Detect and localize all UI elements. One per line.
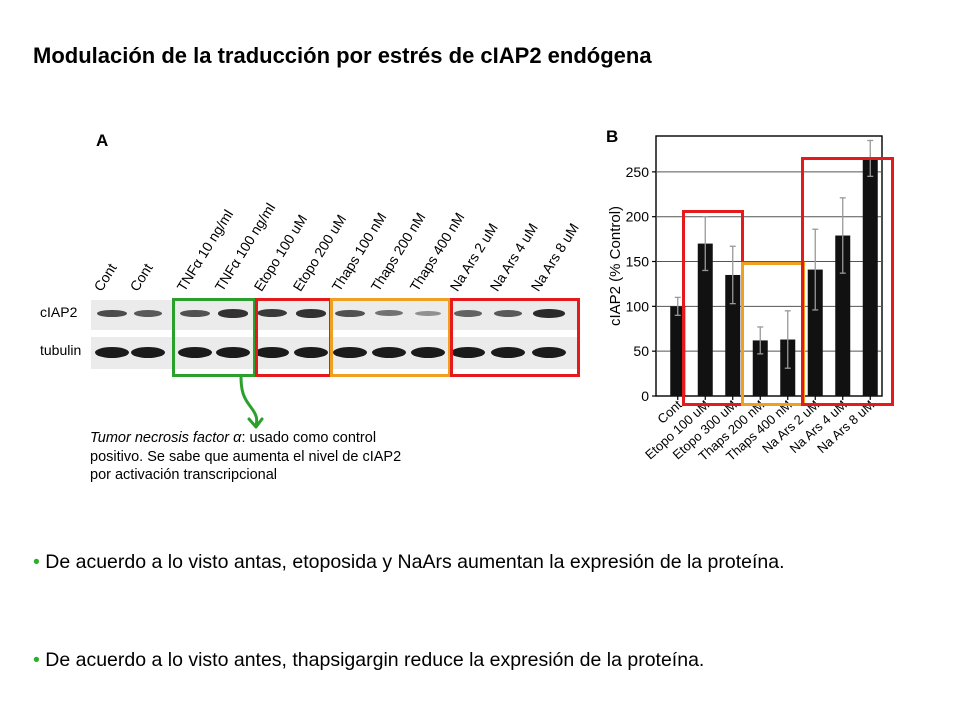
bar [807, 269, 823, 396]
y-axis-label: cIAP2 (% Control) [607, 206, 624, 326]
highlight-box-tnf [172, 298, 256, 377]
y-tick-label: 50 [633, 343, 649, 359]
highlight-box-naars [450, 298, 580, 377]
panel-b-letter: B [606, 127, 619, 146]
ciap2-band [415, 310, 441, 316]
bar [697, 243, 713, 396]
bullet-text-2: De acuerdo a lo visto antes, thapsigargi… [45, 649, 705, 671]
ciap2-band [256, 309, 288, 318]
y-tick-label: 200 [626, 209, 650, 225]
tubulin-band [411, 347, 445, 358]
bullet-marker: • [33, 551, 40, 573]
bullet-marker: • [33, 649, 40, 671]
ciap2-band [453, 309, 483, 317]
caption-tnf: Tumor necrosis factor α: usado como cont… [90, 429, 410, 485]
panel-a-letter: A [96, 131, 109, 150]
row-label-ciap2: cIAP2 [40, 304, 78, 320]
ciap2-band [295, 309, 327, 318]
ciap2-band [133, 309, 163, 317]
caption-text: : usado como control positivo. Se sabe q… [90, 430, 402, 483]
row-label-tubulin: tubulin [40, 342, 82, 358]
tubulin-band [294, 347, 328, 358]
slide-title: Modulación de la traducción por estrés d… [33, 43, 652, 68]
western-blot-tubulin [91, 337, 579, 369]
ciap2-band [217, 309, 249, 318]
y-tick-label: 0 [641, 388, 649, 404]
ciap2-band [97, 309, 127, 318]
tubulin-band [255, 347, 289, 358]
bar [835, 235, 851, 396]
tubulin-band [95, 347, 129, 358]
bullet-text-1: De acuerdo a lo visto antas, etoposida y… [45, 551, 785, 573]
arrow-icon [239, 374, 264, 429]
tubulin-band [372, 347, 406, 358]
tubulin-band [131, 347, 165, 358]
lane-label: Cont [90, 260, 120, 294]
bullet-2: • De acuerdo a lo visto antes, thapsigar… [33, 645, 913, 675]
bar [752, 340, 768, 396]
ciap2-band [180, 309, 210, 317]
lane-label: Cont [126, 260, 156, 294]
caption-italic: Tumor necrosis factor α [90, 430, 242, 446]
y-tick-label: 150 [626, 254, 650, 270]
tubulin-band [532, 347, 566, 358]
tubulin-band [491, 347, 525, 358]
highlight-box-b-thaps [741, 262, 805, 406]
bullet-1: • De acuerdo a lo visto antas, etoposida… [33, 547, 913, 577]
tubulin-band [333, 347, 367, 358]
ciap2-band [375, 310, 403, 317]
bar [725, 274, 741, 396]
tubulin-band [216, 347, 250, 358]
ciap2-band [493, 309, 523, 317]
highlight-box-b-etopo [682, 210, 744, 406]
highlight-box-etopo [255, 298, 332, 377]
tubulin-band [178, 347, 212, 358]
ciap2-band [335, 309, 365, 317]
highlight-box-thaps [330, 298, 451, 377]
y-tick-label: 250 [626, 164, 650, 180]
bar [670, 306, 686, 396]
bar [862, 158, 878, 396]
y-tick-label: 100 [626, 298, 650, 314]
tubulin-band [451, 347, 485, 358]
plot-frame [655, 135, 883, 397]
highlight-box-b-naars [801, 157, 894, 406]
ciap2-band [533, 309, 565, 318]
